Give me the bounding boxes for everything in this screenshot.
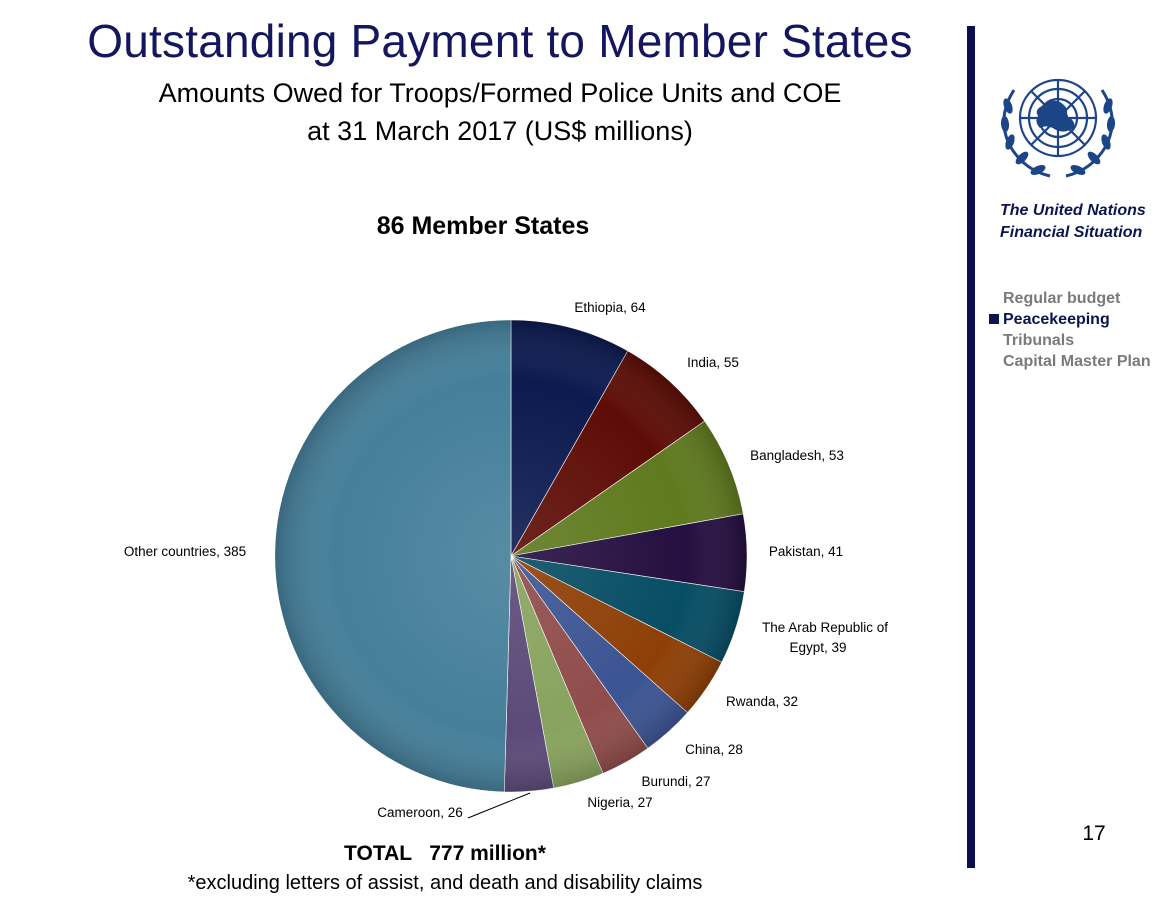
menu-item-regular-budget[interactable]: Regular budget — [1003, 290, 1121, 307]
sidebar-title-line2: Financial Situation — [1000, 224, 1143, 241]
cameroon-leader-line — [467, 792, 531, 819]
sidebar-menu: Regular budget Peacekeeping Tribunals Ca… — [987, 288, 1166, 372]
pie-data-labels: Ethiopia, 64 India, 55 Bangladesh, 53 Pakis… — [124, 300, 888, 820]
sidebar-divider — [967, 26, 975, 868]
slide-title: Outstanding Payment to Member States — [87, 15, 913, 67]
data-label-1: India, 55 — [687, 355, 739, 370]
un-emblem-icon — [1000, 78, 1116, 178]
data-label-10: Cameroon, 26 — [377, 805, 463, 820]
menu-item-peacekeeping[interactable]: Peacekeeping — [987, 309, 1166, 330]
data-label-7: China, 28 — [685, 742, 743, 757]
chart-title: 86 Member States — [376, 212, 590, 240]
sidebar-title: The United Nations Financial Situation — [1000, 200, 1166, 244]
menu-item-tribunals[interactable]: Tribunals — [1003, 332, 1075, 349]
page-number: 17 — [1082, 822, 1106, 845]
data-label-11: Other countries, 385 — [124, 544, 246, 559]
footnote: *excluding letters of assist, and death … — [187, 872, 703, 894]
sidebar-title-line1: The United Nations — [1000, 202, 1146, 219]
data-label-6: Rwanda, 32 — [726, 694, 798, 709]
data-label-0: Ethiopia, 64 — [574, 300, 646, 315]
slide-subtitle-line2: at 31 March 2017 (US$ millions) — [307, 116, 693, 146]
data-label-3: Pakistan, 41 — [769, 544, 843, 559]
total-label: TOTAL 777 million* — [344, 842, 546, 865]
pie-chart: Ethiopia, 64 India, 55 Bangladesh, 53 Pakis… — [124, 300, 888, 820]
slide-subtitle-line1: Amounts Owed for Troops/Formed Police Un… — [158, 78, 842, 108]
pie-slices — [274, 319, 748, 793]
pie-slice-other-countries — [274, 319, 512, 793]
data-label-2: Bangladesh, 53 — [750, 448, 844, 463]
menu-item-capital-master-plan[interactable]: Capital Master Plan — [1003, 353, 1151, 370]
data-label-4: The Arab Republic of — [762, 620, 888, 635]
data-label-8: Burundi, 27 — [641, 774, 710, 789]
data-label-9: Nigeria, 27 — [587, 795, 652, 810]
data-label-5: Egypt, 39 — [789, 640, 846, 655]
